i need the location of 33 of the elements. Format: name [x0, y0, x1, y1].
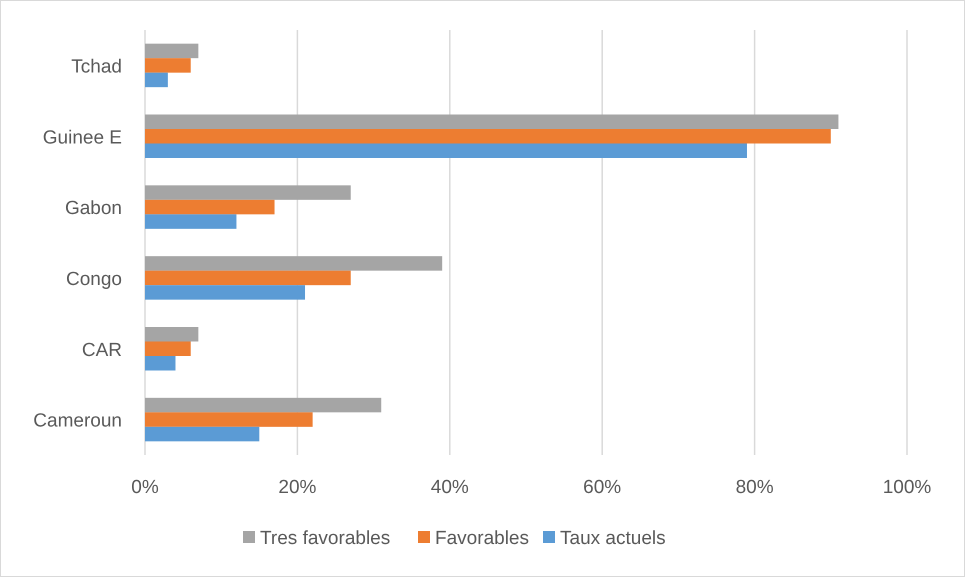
bar [145, 72, 168, 88]
x-tick-label: 40% [430, 477, 469, 498]
y-tick-label: Guinee E [42, 127, 122, 148]
bar [145, 44, 198, 58]
legend-label: Favorables [435, 528, 529, 549]
bar [145, 200, 275, 214]
y-tick-label: CAR [82, 340, 122, 361]
bar [145, 270, 351, 286]
y-tick-label: Gabon [64, 198, 122, 220]
bar [145, 114, 838, 129]
x-tick-label: 80% [736, 477, 774, 498]
y-tick-label: Cameroun [33, 410, 122, 432]
bar [145, 426, 260, 442]
bar [145, 285, 306, 300]
x-tick-label: 100% [882, 477, 932, 498]
x-tick-label: 0% [131, 477, 159, 498]
y-tick-label: Congo [66, 268, 122, 290]
y-tick-label: Tchad [71, 56, 122, 78]
bar [145, 256, 442, 271]
bar [145, 214, 236, 229]
bar [145, 398, 382, 412]
legend-label: Tres favorables [260, 528, 390, 549]
bar [145, 144, 747, 158]
bar [145, 412, 313, 427]
bar [145, 185, 351, 200]
x-tick-label: 20% [278, 477, 317, 498]
bar [145, 356, 176, 370]
bar [145, 342, 191, 356]
bar [145, 327, 198, 342]
bar [145, 129, 831, 144]
bar [145, 58, 191, 73]
x-tick-label: 60% [583, 477, 622, 498]
legend-label: Taux actuels [560, 528, 666, 549]
